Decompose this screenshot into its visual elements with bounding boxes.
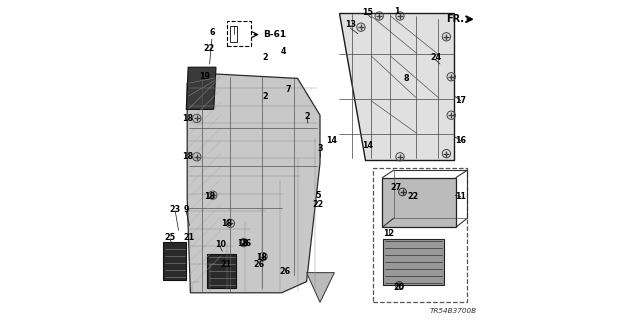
Polygon shape <box>186 67 216 109</box>
Text: 3: 3 <box>317 144 323 153</box>
Text: 26: 26 <box>240 239 252 248</box>
Text: 13: 13 <box>345 20 356 28</box>
Text: 16: 16 <box>455 136 467 145</box>
Text: 2: 2 <box>263 53 268 62</box>
Text: 26: 26 <box>253 260 264 269</box>
Text: 27: 27 <box>390 183 402 192</box>
Text: 22: 22 <box>407 192 419 201</box>
Text: 24: 24 <box>430 53 442 62</box>
Text: 18: 18 <box>182 152 194 161</box>
Text: 18: 18 <box>237 239 248 248</box>
Text: 14: 14 <box>362 141 373 150</box>
Polygon shape <box>187 74 320 293</box>
Polygon shape <box>339 13 454 160</box>
Text: 18: 18 <box>182 114 194 123</box>
Bar <box>372 168 467 302</box>
Text: 22: 22 <box>203 44 214 53</box>
Text: 10: 10 <box>214 240 226 249</box>
Text: 25: 25 <box>164 233 176 242</box>
Text: 1: 1 <box>394 7 399 16</box>
Text: 4: 4 <box>280 47 286 56</box>
Text: 8: 8 <box>404 74 409 83</box>
Text: 26: 26 <box>279 267 291 276</box>
Bar <box>383 178 456 227</box>
Bar <box>163 242 186 280</box>
Text: 12: 12 <box>383 229 394 238</box>
Text: B-61: B-61 <box>263 30 286 39</box>
Bar <box>383 239 444 285</box>
Text: 18: 18 <box>204 192 215 201</box>
Text: 22: 22 <box>313 200 324 209</box>
Bar <box>207 254 236 288</box>
Text: 19: 19 <box>199 72 211 81</box>
Text: 11: 11 <box>455 192 467 201</box>
Text: 23: 23 <box>170 205 181 214</box>
Text: 14: 14 <box>326 136 337 145</box>
Text: 7: 7 <box>285 85 291 94</box>
Text: 2: 2 <box>305 112 310 121</box>
Text: 9: 9 <box>184 205 189 214</box>
Polygon shape <box>307 273 334 302</box>
Text: 17: 17 <box>455 96 467 105</box>
Text: TR54B3700B: TR54B3700B <box>429 308 477 314</box>
Text: 20: 20 <box>394 284 405 292</box>
Text: 2: 2 <box>263 92 268 100</box>
Text: 6: 6 <box>209 28 214 36</box>
Text: 21: 21 <box>183 233 195 242</box>
Text: FR.: FR. <box>446 14 464 24</box>
Text: 15: 15 <box>362 8 373 17</box>
Bar <box>227 21 251 46</box>
Text: 5: 5 <box>316 191 321 200</box>
Text: 21: 21 <box>220 260 231 269</box>
Text: 18: 18 <box>221 220 233 228</box>
Bar <box>230 26 237 42</box>
Text: 18: 18 <box>256 253 268 262</box>
